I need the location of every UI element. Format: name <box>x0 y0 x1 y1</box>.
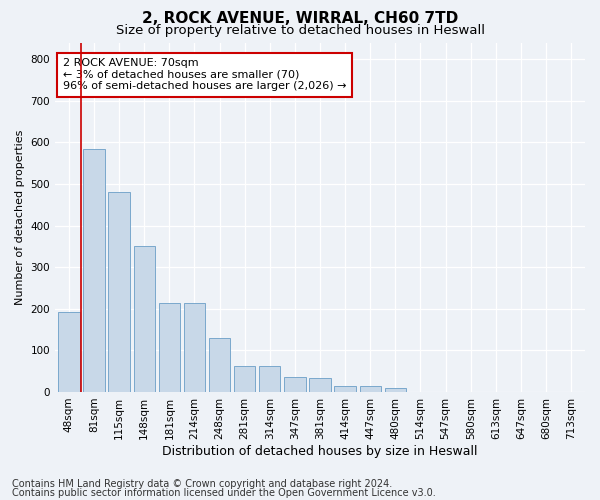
Text: Contains public sector information licensed under the Open Government Licence v3: Contains public sector information licen… <box>12 488 436 498</box>
Bar <box>310 378 331 392</box>
Bar <box>134 246 155 392</box>
Bar <box>184 302 205 392</box>
Bar <box>284 378 305 392</box>
Bar <box>359 386 381 392</box>
Y-axis label: Number of detached properties: Number of detached properties <box>15 130 25 305</box>
Bar <box>109 192 130 392</box>
Bar <box>234 366 256 392</box>
Bar <box>83 148 104 392</box>
Text: 2, ROCK AVENUE, WIRRAL, CH60 7TD: 2, ROCK AVENUE, WIRRAL, CH60 7TD <box>142 11 458 26</box>
Text: Size of property relative to detached houses in Heswall: Size of property relative to detached ho… <box>115 24 485 37</box>
Text: Contains HM Land Registry data © Crown copyright and database right 2024.: Contains HM Land Registry data © Crown c… <box>12 479 392 489</box>
Bar <box>385 388 406 392</box>
X-axis label: Distribution of detached houses by size in Heswall: Distribution of detached houses by size … <box>162 444 478 458</box>
Bar <box>158 302 180 392</box>
Bar <box>259 366 280 392</box>
Text: 2 ROCK AVENUE: 70sqm
← 3% of detached houses are smaller (70)
96% of semi-detach: 2 ROCK AVENUE: 70sqm ← 3% of detached ho… <box>63 58 346 92</box>
Bar <box>58 312 80 392</box>
Bar <box>209 338 230 392</box>
Bar <box>334 386 356 392</box>
